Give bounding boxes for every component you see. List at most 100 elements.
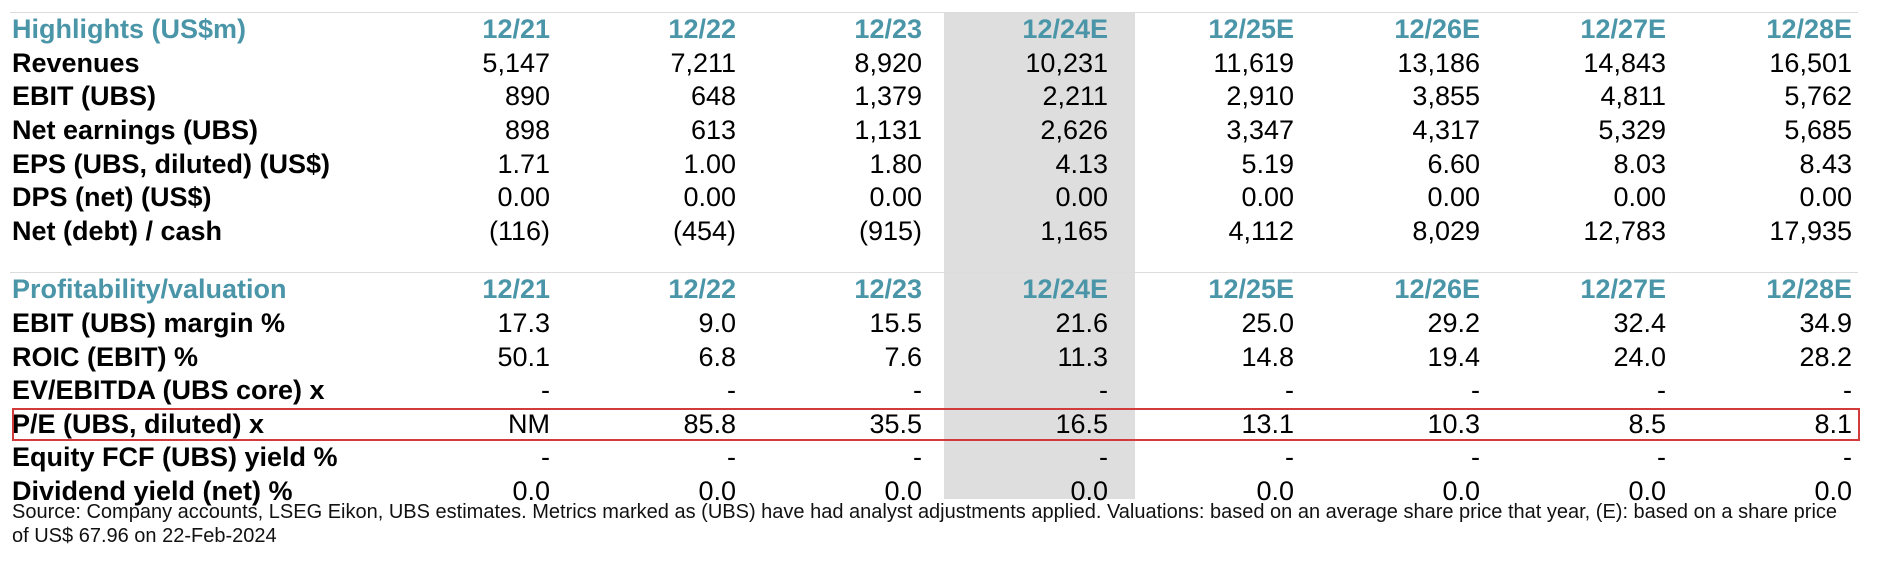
table-cell: 0.00 bbox=[1613, 182, 1666, 213]
table-cell: 0.0 bbox=[512, 476, 550, 507]
section-header-profitability: Profitability/valuation 12/21 12/22 12/2… bbox=[10, 272, 1858, 307]
table-cell: 5.19 bbox=[1241, 148, 1294, 179]
column-header: 12/24E bbox=[1022, 274, 1108, 305]
column-header: 12/22 bbox=[668, 274, 736, 305]
row-label: EV/EBITDA (UBS core) x bbox=[12, 375, 325, 406]
table-cell: (454) bbox=[672, 215, 736, 246]
table-cell: 5,685 bbox=[1784, 115, 1852, 146]
table-cell: 5,329 bbox=[1598, 115, 1666, 146]
table-cell: 6.8 bbox=[698, 341, 736, 372]
table-cell: 15.5 bbox=[869, 308, 922, 339]
column-header: 12/27E bbox=[1580, 14, 1666, 45]
table-cell: 5,147 bbox=[482, 47, 550, 78]
table-cell: 0.0 bbox=[884, 476, 922, 507]
table-cell: - bbox=[1099, 442, 1108, 473]
row-label: EBIT (UBS) margin % bbox=[12, 308, 286, 339]
table-cell: 4,317 bbox=[1412, 115, 1480, 146]
row-label: Net earnings (UBS) bbox=[12, 115, 259, 146]
table-cell: 10.3 bbox=[1427, 408, 1480, 439]
row-label: P/E (UBS, diluted) x bbox=[12, 408, 265, 439]
source-note: Source: Company accounts, LSEG Eikon, UB… bbox=[12, 501, 1838, 547]
table-cell: 1.00 bbox=[683, 148, 736, 179]
table-cell: - bbox=[913, 375, 922, 406]
table-cell: 4,112 bbox=[1228, 215, 1294, 246]
table-cell: - bbox=[541, 375, 550, 406]
table-cell: 35.5 bbox=[869, 408, 922, 439]
table-cell: 0.0 bbox=[698, 476, 736, 507]
table-cell: 8.5 bbox=[1628, 408, 1666, 439]
table-cell: 2,910 bbox=[1226, 81, 1294, 112]
table-row: ROIC (EBIT) % 50.1 6.8 7.6 11.3 14.8 19.… bbox=[10, 340, 1858, 374]
table-cell: 1,131 bbox=[854, 115, 922, 146]
table-cell: 1.71 bbox=[497, 148, 550, 179]
row-label: Dividend yield (net) % bbox=[12, 476, 293, 507]
table-cell: - bbox=[1657, 375, 1666, 406]
financial-table: Highlights (US$m) 12/21 12/22 12/23 12/2… bbox=[10, 12, 1860, 509]
table-cell: 9.0 bbox=[698, 308, 736, 339]
column-header: 12/21 bbox=[482, 14, 550, 45]
table-cell: - bbox=[541, 442, 550, 473]
table-cell: 4,811 bbox=[1600, 81, 1666, 112]
table-row: Revenues 5,147 7,211 8,920 10,231 11,619… bbox=[10, 47, 1858, 81]
table-row: EV/EBITDA (UBS core) x - - - - - - - - bbox=[10, 374, 1858, 408]
table-cell: 1,379 bbox=[854, 81, 922, 112]
section-title: Highlights (US$m) bbox=[12, 14, 246, 45]
table-cell: 12,783 bbox=[1583, 215, 1666, 246]
table-cell: 13.1 bbox=[1241, 408, 1294, 439]
table-cell: 3,347 bbox=[1226, 115, 1294, 146]
table-cell: 648 bbox=[690, 81, 736, 112]
table-cell: 1.80 bbox=[869, 148, 922, 179]
column-header: 12/23 bbox=[854, 14, 922, 45]
table-cell: 85.8 bbox=[683, 408, 736, 439]
column-header: 12/22 bbox=[668, 14, 736, 45]
table-row-highlighted: P/E (UBS, diluted) x NM 85.8 35.5 16.5 1… bbox=[10, 407, 1860, 442]
table-cell: 2,211 bbox=[1042, 81, 1108, 112]
table-cell: (116) bbox=[488, 215, 550, 246]
section-header-highlights: Highlights (US$m) 12/21 12/22 12/23 12/2… bbox=[10, 12, 1858, 47]
table-row: Equity FCF (UBS) yield % - - - - - - - - bbox=[10, 441, 1858, 475]
table-cell: - bbox=[1843, 375, 1852, 406]
table-cell: 17.3 bbox=[497, 308, 550, 339]
table-cell: 0.00 bbox=[1427, 182, 1480, 213]
row-label: ROIC (EBIT) % bbox=[12, 341, 198, 372]
column-header: 12/23 bbox=[854, 274, 922, 305]
table-cell: - bbox=[1285, 442, 1294, 473]
row-label: Revenues bbox=[12, 47, 140, 78]
table-cell: - bbox=[727, 442, 736, 473]
table-row: EPS (UBS, diluted) (US$) 1.71 1.00 1.80 … bbox=[10, 147, 1858, 181]
table-cell: 0.00 bbox=[869, 182, 922, 213]
table-cell: 3,855 bbox=[1412, 81, 1480, 112]
table-row: Net earnings (UBS) 898 613 1,131 2,626 3… bbox=[10, 114, 1858, 148]
table-cell: 0.00 bbox=[1241, 182, 1294, 213]
column-header: 12/24E bbox=[1022, 14, 1108, 45]
row-label: Net (debt) / cash bbox=[12, 215, 223, 246]
table-cell: 890 bbox=[504, 81, 550, 112]
table-row: EBIT (UBS) margin % 17.3 9.0 15.5 21.6 2… bbox=[10, 307, 1858, 341]
table-cell: - bbox=[727, 375, 736, 406]
table-cell: 898 bbox=[504, 115, 550, 146]
table-cell: 8.1 bbox=[1814, 408, 1852, 439]
table-cell: - bbox=[1285, 375, 1294, 406]
table-cell: 8.03 bbox=[1613, 148, 1666, 179]
table-row: Net (debt) / cash (116) (454) (915) 1,16… bbox=[10, 215, 1858, 249]
table-cell: - bbox=[1099, 375, 1108, 406]
table-cell: 8,920 bbox=[854, 47, 922, 78]
table-cell: - bbox=[913, 442, 922, 473]
table-cell: - bbox=[1657, 442, 1666, 473]
section-title: Profitability/valuation bbox=[12, 274, 287, 305]
table-cell: 11,619 bbox=[1213, 47, 1294, 78]
table-cell: 7.6 bbox=[884, 341, 922, 372]
column-header: 12/26E bbox=[1394, 274, 1480, 305]
table-cell: 50.1 bbox=[497, 341, 550, 372]
table-cell: 10,231 bbox=[1025, 47, 1108, 78]
table-cell: 0.0 bbox=[1256, 476, 1294, 507]
table-cell: 0.0 bbox=[1442, 476, 1480, 507]
table-cell: 16,501 bbox=[1769, 47, 1852, 78]
section-gap bbox=[10, 248, 1858, 272]
table-cell: 0.00 bbox=[1799, 182, 1852, 213]
table-cell: 17,935 bbox=[1769, 215, 1852, 246]
column-header: 12/28E bbox=[1766, 14, 1852, 45]
table-row: Dividend yield (net) % 0.0 0.0 0.0 0.0 0… bbox=[10, 475, 1858, 509]
table-cell: 8.43 bbox=[1799, 148, 1852, 179]
column-header: 12/25E bbox=[1208, 14, 1294, 45]
